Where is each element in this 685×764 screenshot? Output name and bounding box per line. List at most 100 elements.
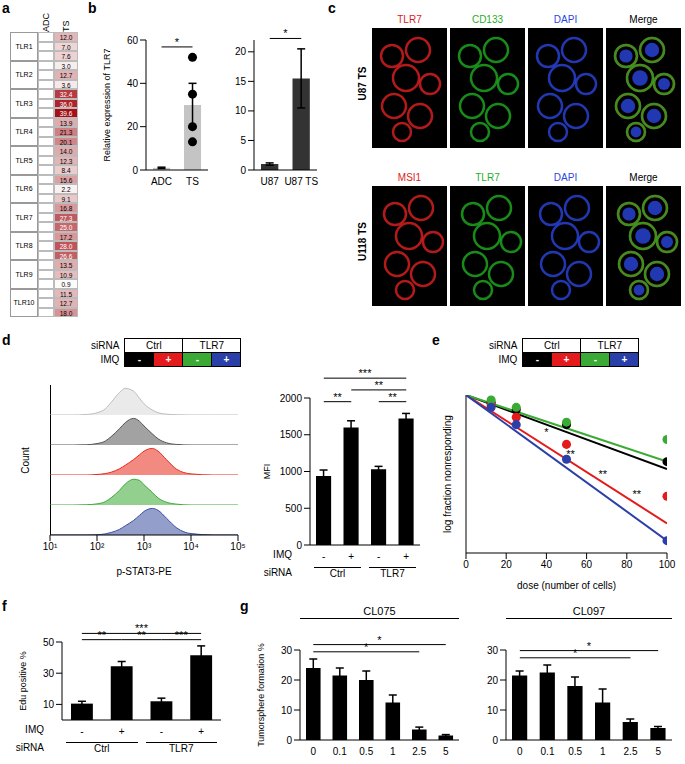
svg-text:2.5: 2.5 bbox=[624, 746, 638, 757]
svg-text:40: 40 bbox=[541, 559, 553, 570]
html-text:U87 TS: U87 TS bbox=[356, 66, 368, 101]
svg-text:0: 0 bbox=[296, 540, 302, 551]
html-text:TLR7: TLR7 bbox=[475, 172, 500, 183]
html-text:TLR7: TLR7 bbox=[397, 14, 422, 25]
svg-text:10: 10 bbox=[43, 699, 55, 710]
html-text:Merge: Merge bbox=[629, 14, 658, 25]
svg-text:p-STAT3-PE: p-STAT3-PE bbox=[116, 566, 172, 577]
svg-text:10⁴: 10⁴ bbox=[183, 541, 198, 552]
svg-text:Edu positive %: Edu positive % bbox=[18, 651, 28, 711]
svg-text:2000: 2000 bbox=[280, 393, 303, 404]
svg-text:0: 0 bbox=[517, 746, 523, 757]
svg-text:5: 5 bbox=[655, 746, 661, 757]
svg-text:*: * bbox=[364, 641, 369, 653]
svg-text:0.5: 0.5 bbox=[359, 746, 373, 757]
svg-text:0: 0 bbox=[310, 746, 316, 757]
svg-text:60: 60 bbox=[581, 559, 593, 570]
svg-text:+: + bbox=[348, 551, 354, 562]
svg-text:5: 5 bbox=[443, 746, 449, 757]
svg-text:**: ** bbox=[633, 488, 642, 500]
html-text:Ctrl: Ctrl bbox=[146, 340, 162, 351]
svg-text:*: * bbox=[283, 27, 288, 39]
svg-text:20: 20 bbox=[281, 675, 293, 686]
svg-text:10⁵: 10⁵ bbox=[230, 541, 245, 552]
svg-text:10: 10 bbox=[235, 105, 247, 116]
svg-text:30: 30 bbox=[487, 645, 499, 656]
svg-text:log fraction nonresponding: log fraction nonresponding bbox=[442, 415, 453, 533]
svg-text:0: 0 bbox=[492, 735, 498, 746]
svg-text:*: * bbox=[573, 647, 578, 659]
html-text:siRNA: siRNA bbox=[91, 340, 120, 351]
svg-text:Tumorsphere formation %: Tumorsphere formation % bbox=[256, 643, 266, 747]
svg-text:10: 10 bbox=[281, 705, 293, 716]
html-text:U118 TS: U118 TS bbox=[356, 222, 368, 261]
svg-text:20: 20 bbox=[501, 559, 513, 570]
svg-text:2.5: 2.5 bbox=[412, 746, 426, 757]
svg-text:80: 80 bbox=[621, 559, 633, 570]
svg-text:**: ** bbox=[598, 468, 607, 480]
svg-text:U87: U87 bbox=[261, 176, 280, 187]
html-text:TLR7: TLR7 bbox=[199, 340, 225, 351]
svg-text:-: - bbox=[377, 551, 380, 562]
svg-text:10²: 10² bbox=[90, 541, 105, 552]
svg-text:+: + bbox=[198, 726, 204, 737]
svg-text:0.1: 0.1 bbox=[333, 746, 347, 757]
svg-text:10³: 10³ bbox=[137, 541, 152, 552]
svg-text:***: *** bbox=[135, 622, 149, 634]
svg-text:0: 0 bbox=[463, 559, 469, 570]
svg-text:0.1: 0.1 bbox=[541, 746, 555, 757]
svg-text:*: * bbox=[587, 640, 592, 652]
svg-text:MFI: MFI bbox=[262, 464, 272, 480]
svg-text:1500: 1500 bbox=[280, 429, 303, 440]
svg-text:dose (number of cells): dose (number of cells) bbox=[517, 580, 616, 591]
svg-text:Relative expression of TLR7: Relative expression of TLR7 bbox=[102, 49, 112, 162]
svg-text:500: 500 bbox=[285, 503, 302, 514]
svg-text:**: ** bbox=[388, 391, 397, 403]
svg-text:10¹: 10¹ bbox=[43, 541, 58, 552]
svg-text:20: 20 bbox=[235, 46, 247, 57]
svg-text:-: - bbox=[160, 726, 163, 737]
html-text:DAPI: DAPI bbox=[553, 172, 578, 183]
svg-text:**: ** bbox=[566, 448, 575, 460]
svg-text:+: + bbox=[119, 726, 125, 737]
svg-text:***: *** bbox=[175, 629, 189, 641]
svg-text:-: - bbox=[80, 726, 83, 737]
svg-text:1: 1 bbox=[390, 746, 396, 757]
svg-text:0: 0 bbox=[286, 735, 292, 746]
svg-text:60: 60 bbox=[127, 35, 139, 46]
svg-text:+: + bbox=[403, 551, 409, 562]
svg-text:50: 50 bbox=[43, 637, 55, 648]
html-text:CL097: CL097 bbox=[572, 605, 606, 617]
svg-text:ADC: ADC bbox=[151, 176, 172, 187]
html-text:CD133: CD133 bbox=[471, 14, 504, 25]
svg-text:0: 0 bbox=[240, 165, 246, 176]
svg-text:TS: TS bbox=[186, 176, 199, 187]
svg-text:30: 30 bbox=[281, 645, 293, 656]
svg-text:40: 40 bbox=[127, 78, 139, 89]
svg-text:1000: 1000 bbox=[280, 466, 303, 477]
html-text:Count: Count bbox=[19, 446, 31, 474]
html-text:MSI1: MSI1 bbox=[397, 172, 422, 183]
svg-text:*: * bbox=[175, 36, 180, 48]
svg-text:0: 0 bbox=[132, 165, 138, 176]
svg-text:**: ** bbox=[333, 391, 342, 403]
svg-text:5: 5 bbox=[240, 135, 246, 146]
svg-text:U87 TS: U87 TS bbox=[284, 176, 318, 187]
svg-text:-: - bbox=[322, 551, 325, 562]
svg-text:20: 20 bbox=[127, 121, 139, 132]
svg-text:15: 15 bbox=[235, 76, 247, 87]
svg-text:100: 100 bbox=[659, 559, 676, 570]
svg-text:**: ** bbox=[97, 629, 106, 641]
svg-text:***: *** bbox=[359, 367, 373, 379]
svg-text:10: 10 bbox=[487, 705, 499, 716]
html-text:DAPI: DAPI bbox=[553, 14, 578, 25]
svg-text:*: * bbox=[377, 634, 382, 646]
html-text:CL075: CL075 bbox=[363, 605, 396, 617]
svg-text:30: 30 bbox=[43, 668, 55, 679]
svg-text:**: ** bbox=[374, 379, 383, 391]
svg-text:0.5: 0.5 bbox=[568, 746, 582, 757]
svg-text:20: 20 bbox=[487, 675, 499, 686]
svg-text:*: * bbox=[544, 426, 549, 438]
svg-text:1: 1 bbox=[600, 746, 606, 757]
html-text:Merge: Merge bbox=[629, 172, 658, 183]
